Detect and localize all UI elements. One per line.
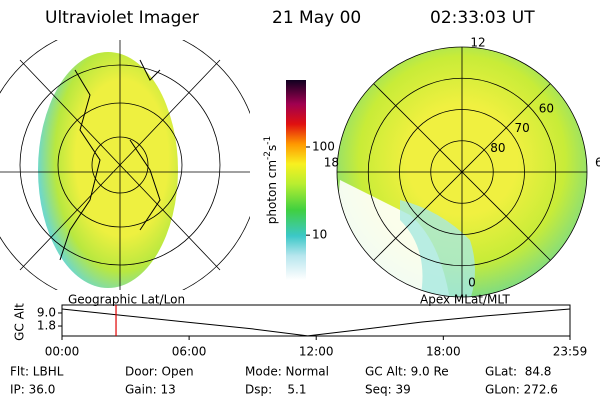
lat-label: 60 [539, 101, 554, 115]
timeline-ylabel: GC Alt [13, 303, 27, 341]
mlt-label: 12 [470, 36, 485, 50]
mlt-label: 18 [324, 156, 339, 170]
time: 02:33:03 UT [430, 8, 535, 28]
x-tick-label: 00:00 [45, 345, 80, 359]
status-field: Dsp: 5.1 [245, 383, 307, 397]
title: Ultraviolet Imager [45, 8, 199, 28]
timeline-frame [61, 304, 571, 337]
polar-label: Apex MLat/MLT [420, 293, 510, 307]
colorbar-tick-label: 100 [312, 139, 335, 153]
lat-label: 80 [490, 141, 505, 155]
x-tick-label: 06:00 [172, 345, 207, 359]
x-tick-label: 18:00 [426, 345, 461, 359]
x-tick-label: 12:00 [299, 345, 334, 359]
date: 21 May 00 [272, 8, 361, 28]
status-field: Seq: 39 [365, 383, 411, 397]
x-tick-label: 23:59 [553, 345, 588, 359]
status-field: Door: Open [125, 365, 194, 379]
colorbar-tick-label: 10 [312, 228, 327, 242]
altitude-curve [61, 308, 571, 337]
aurora-image [38, 52, 178, 288]
y-tick-label: 1.8 [37, 319, 56, 333]
status-field: IP: 36.0 [10, 383, 55, 397]
lat-label: 70 [514, 121, 529, 135]
geographic-map [0, 40, 250, 290]
status-field: GLat: 84.8 [485, 365, 551, 379]
status-field: GLon: 272.6 [485, 383, 558, 397]
status-field: GC Alt: 9.0 Re [365, 365, 449, 379]
colorbar-unit: photon cm-2s-1 [263, 136, 279, 225]
colorbar [286, 80, 306, 280]
map-label: Geographic Lat/Lon [68, 293, 185, 307]
y-tick-label: 9.0 [37, 305, 56, 319]
mlt-label: 0 [468, 276, 476, 290]
mlt-label: 6 [595, 156, 600, 170]
status-field: Mode: Normal [245, 365, 329, 379]
mlt-line [373, 83, 551, 261]
status-field: Flt: LBHL [10, 365, 64, 379]
status-field: Gain: 13 [125, 383, 176, 397]
